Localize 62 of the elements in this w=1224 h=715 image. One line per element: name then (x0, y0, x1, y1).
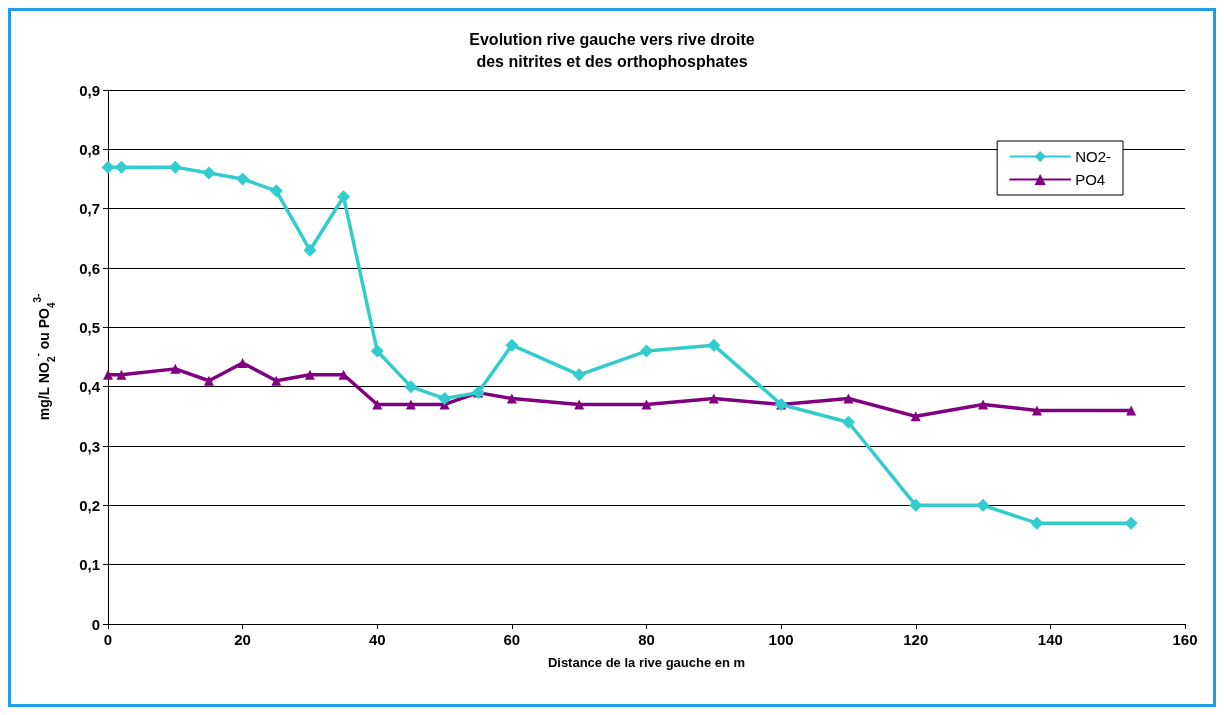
point (976, 498, 990, 512)
y-tick-label: 0,6 (79, 259, 100, 277)
point (337, 190, 351, 204)
point (405, 399, 416, 410)
point (101, 160, 115, 174)
point (237, 357, 248, 368)
y-tick-label: 0,3 (79, 437, 100, 455)
point (170, 363, 181, 374)
point (978, 399, 989, 410)
x-tick-label: 80 (638, 631, 655, 648)
point (168, 160, 182, 174)
point (910, 411, 921, 422)
y-tick-label: 0,8 (79, 140, 100, 158)
point (304, 369, 315, 380)
legend-label: PO4 (1075, 171, 1106, 188)
point (269, 184, 283, 198)
point (1124, 516, 1138, 530)
point (370, 344, 384, 358)
x-tick-label: 20 (234, 631, 251, 648)
point (640, 344, 653, 358)
x-tick-label: 60 (503, 631, 521, 648)
point (372, 399, 383, 410)
point (1031, 405, 1042, 416)
y-tick-label: 0,9 (79, 81, 100, 99)
point (438, 392, 452, 406)
point (114, 160, 128, 174)
y-axis-title: mg/L NO2- ou PO43- (31, 293, 57, 421)
point (843, 393, 854, 404)
point (103, 369, 113, 380)
point (574, 399, 585, 410)
y-tick-label: 0,5 (79, 318, 100, 336)
point (203, 375, 214, 386)
point (572, 368, 586, 382)
x-tick-label: 120 (903, 631, 929, 648)
x-axis-title: Distance de la rive gauche en m (547, 655, 746, 670)
point (1030, 516, 1044, 530)
y-tick-label: 0,4 (79, 378, 101, 396)
point (909, 498, 923, 512)
point (202, 166, 216, 180)
y-tick-label: 0,1 (79, 556, 100, 574)
y-tick-label: 0,2 (79, 496, 100, 514)
point (303, 243, 317, 257)
legend-label: NO2- (1075, 148, 1112, 165)
point (505, 338, 519, 352)
y-tick-label: 0,7 (79, 200, 100, 218)
x-tick-label: 100 (768, 631, 794, 648)
point (707, 338, 721, 352)
x-tick-label: 140 (1037, 631, 1063, 648)
point (506, 393, 517, 404)
point (116, 369, 127, 380)
point (271, 375, 282, 386)
x-tick-label: 160 (1172, 631, 1198, 648)
point (641, 399, 652, 410)
y-tick-label: 0 (91, 615, 100, 633)
x-tick-label: 40 (368, 631, 386, 648)
point (236, 172, 250, 186)
point (841, 415, 855, 429)
point (1126, 405, 1137, 416)
point (404, 380, 418, 394)
x-tick-label: 0 (103, 631, 113, 648)
chart-title: Evolution rive gauche vers rive droite des nitrites et des orthophosphates (469, 30, 755, 70)
point (708, 393, 719, 404)
